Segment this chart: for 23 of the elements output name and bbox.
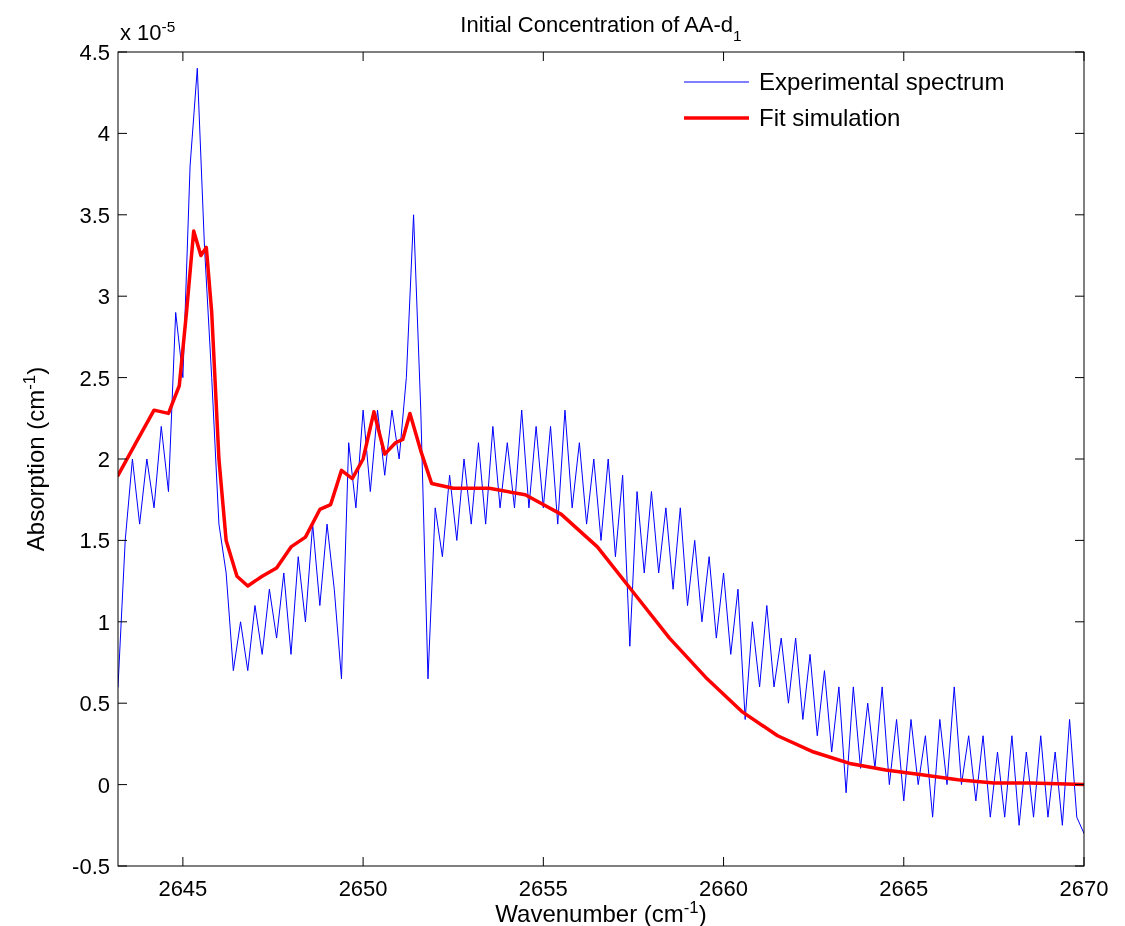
y-tick-label: 3 [97,284,110,310]
x-tick-label: 2650 [338,876,388,901]
y-tick-label: 4.5 [79,40,110,65]
y-tick-label: 2.5 [79,365,110,391]
x-tick-label: 2670 [1059,876,1109,901]
legend-label: Fit simulation [759,104,901,131]
y-tick-label: 2 [97,447,110,472]
line-series [118,67,1084,834]
y-tick-label: 3.5 [79,202,110,228]
line-series [118,229,1084,787]
chart-title: Initial Concentration of AA-d$_{1}$ [460,12,742,44]
x-tick-label: 2660 [699,876,749,901]
y-tick-label: 4 [97,121,110,147]
y-tick-label: 0.5 [79,691,110,717]
y-tick-label: 0 [97,772,110,798]
text: x 10$^{-5}$ [120,17,176,45]
y-tick-label: 1 [97,609,110,635]
x-tick-label: 2665 [879,876,929,901]
x-tick-label: 2645 [158,876,208,901]
y-tick-label: -0.5 [72,854,110,879]
legend-label: Experimental spectrum [759,68,1005,95]
y-tick-label: 1.5 [79,528,110,554]
x-tick-label: 2655 [518,876,568,901]
